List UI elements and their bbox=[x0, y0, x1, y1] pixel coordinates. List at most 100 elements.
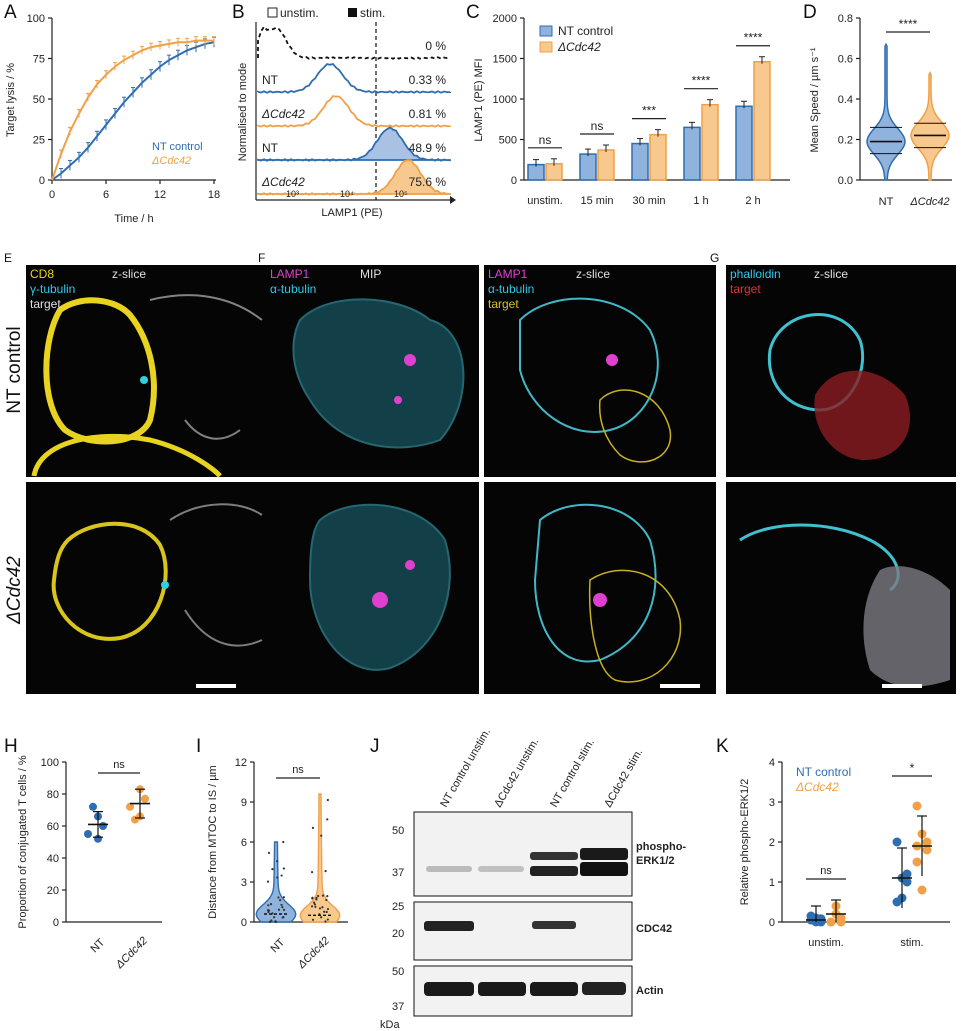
d-cat-1: NT bbox=[879, 196, 894, 208]
d-ytick-label-3: 0.6 bbox=[838, 54, 853, 66]
b-row-name-2: ΔCdc42 bbox=[261, 107, 305, 121]
j-lane-2: ΔCdc42 unstim. bbox=[492, 736, 541, 809]
j-name-perk-wrap: phospho-ERK1/2 bbox=[636, 841, 686, 867]
a-series bbox=[51, 36, 216, 181]
c-sig-4: **** bbox=[744, 31, 763, 45]
f-ch1: LAMP1 bbox=[270, 267, 310, 281]
k-sig-2: * bbox=[910, 761, 915, 775]
j-band-perk-3a bbox=[530, 852, 578, 860]
j-lane-3: NT control stim. bbox=[548, 737, 597, 810]
b-row-pct-4: 75.6 % bbox=[409, 175, 447, 189]
b-axis-arrow bbox=[450, 196, 456, 204]
b-histograms: 0 % NT 0.33 % ΔCdc42 0.81 % NT 48.9 % ΔCdc42 75.… bbox=[257, 25, 451, 196]
i-dot-0-9 bbox=[277, 908, 281, 911]
b-tick-1: 10³ bbox=[286, 189, 299, 199]
h-ylabel: Proportion of conjugated T cells / % bbox=[17, 755, 29, 928]
f-z-lamp-bottom bbox=[593, 593, 607, 607]
k-legend-nt: NT control bbox=[796, 765, 851, 779]
e-scale-bar bbox=[196, 684, 236, 688]
j-unit: kDa bbox=[380, 1019, 400, 1031]
microscopy-panels: E F G CD8 γ-tubulin target z-slice NT co… bbox=[4, 251, 956, 694]
a-ylabel: Target lysis / % bbox=[5, 63, 17, 137]
k-pt-0-1-3 bbox=[826, 917, 836, 927]
panel-label-c: C bbox=[466, 2, 480, 23]
e-mode: z-slice bbox=[112, 267, 146, 281]
c-ytick-label-3: 1500 bbox=[493, 54, 517, 66]
b-row-name-3: NT bbox=[262, 141, 279, 155]
a-xtick-label-1: 6 bbox=[103, 189, 109, 201]
j-band-actin-3 bbox=[530, 982, 578, 996]
a-ytick-label-2: 50 bbox=[33, 94, 45, 106]
f-scale-bar bbox=[660, 684, 700, 688]
i-violin-0 bbox=[255, 841, 297, 923]
i-dot-0-22 bbox=[271, 868, 274, 871]
b-hist-0 bbox=[257, 25, 451, 60]
panel-label-d: D bbox=[803, 2, 817, 23]
k-pt-1-1-4 bbox=[917, 885, 927, 895]
d-ytick-label-0: 0.0 bbox=[838, 175, 853, 187]
i-dot-1-0 bbox=[318, 907, 322, 910]
j-band-perk-2 bbox=[478, 866, 524, 872]
i-ytick-label-2: 6 bbox=[241, 837, 247, 849]
k-ytick-label-0: 0 bbox=[769, 917, 775, 929]
c-ytick-label-0: 0 bbox=[511, 175, 517, 187]
a-y-ticks: 0 25 50 75 100 bbox=[27, 13, 52, 187]
a-ytick-label-4: 100 bbox=[27, 13, 45, 25]
h-ytick-label-0: 0 bbox=[53, 917, 59, 929]
a-legend-nt: NT control bbox=[152, 141, 203, 153]
i-ytick-label-3: 9 bbox=[241, 797, 247, 809]
h-pt-0-1 bbox=[99, 822, 107, 830]
b-legend-stim-box bbox=[348, 8, 357, 17]
j-m2-a: 25 bbox=[392, 901, 404, 913]
i-dot-1-25 bbox=[326, 798, 329, 802]
h-ytick-label-1: 20 bbox=[47, 885, 59, 897]
d-ytick-label-2: 0.4 bbox=[838, 94, 853, 106]
panel-label-f: F bbox=[258, 251, 265, 265]
f-mode1: MIP bbox=[360, 267, 381, 281]
b-hist-3 bbox=[257, 126, 451, 162]
c-sig-3: **** bbox=[692, 74, 711, 88]
b-legend-stim: stim. bbox=[360, 6, 385, 20]
j-band-cdc42-3 bbox=[532, 921, 576, 929]
h-cat-1: NT bbox=[88, 936, 107, 955]
panel-j: J NT control unstim. ΔCdc42 unstim. NT c… bbox=[370, 726, 686, 1031]
a-ytick-label-0: 0 bbox=[39, 175, 45, 187]
b-xlabel: LAMP1 (PE) bbox=[321, 207, 382, 219]
e-target-outline-top bbox=[149, 294, 263, 440]
i-violin-1 bbox=[299, 793, 341, 923]
b-hist-4 bbox=[257, 159, 451, 196]
j-band-perk-4a bbox=[580, 848, 628, 860]
k-pt-1-1-0 bbox=[912, 801, 922, 811]
f-lamp-cluster-top bbox=[404, 354, 416, 366]
c-bar-2-0 bbox=[631, 142, 649, 181]
k-pt-1-1-5 bbox=[922, 837, 932, 847]
f-ch2: α-tubulin bbox=[270, 282, 316, 296]
i-ylabel: Distance from MTOC to IS / µm bbox=[207, 765, 219, 918]
c-cat-3: 1 h bbox=[693, 195, 708, 207]
h-ytick-label-2: 40 bbox=[47, 853, 59, 865]
i-dot-1-23 bbox=[324, 870, 327, 873]
f-lamp-spot-top bbox=[394, 396, 402, 404]
k-pt-1-0-5 bbox=[902, 869, 912, 879]
j-lane-4: ΔCdc42 stim. bbox=[602, 747, 645, 810]
j-band-cdc42-1 bbox=[424, 921, 474, 931]
e-image-bottom bbox=[26, 482, 266, 694]
k-y-ticks: 0 1 2 3 4 bbox=[769, 757, 782, 929]
i-dot-0-17 bbox=[267, 909, 271, 912]
k-ytick-label-2: 2 bbox=[769, 837, 775, 849]
c-cat-4: 2 h bbox=[745, 195, 760, 207]
b-row-pct-1: 0.33 % bbox=[409, 73, 447, 87]
b-row-pct-3: 48.9 % bbox=[409, 141, 447, 155]
b-hist-2 bbox=[257, 95, 451, 128]
panel-label-i: I bbox=[196, 736, 201, 757]
d-violins bbox=[866, 42, 950, 181]
j-m2-b: 20 bbox=[392, 928, 404, 940]
b-row-name-1: NT bbox=[262, 73, 279, 87]
b-tick-2: 10⁴ bbox=[340, 189, 354, 199]
i-dot-1-6 bbox=[311, 897, 314, 900]
d-violin-1 bbox=[910, 70, 950, 181]
i-dot-1-18 bbox=[324, 920, 327, 923]
k-ylabel: Relative phospho-ERK1/2 bbox=[739, 779, 751, 906]
panel-label-j: J bbox=[370, 736, 380, 757]
k-pt-1-1-2 bbox=[922, 845, 932, 855]
